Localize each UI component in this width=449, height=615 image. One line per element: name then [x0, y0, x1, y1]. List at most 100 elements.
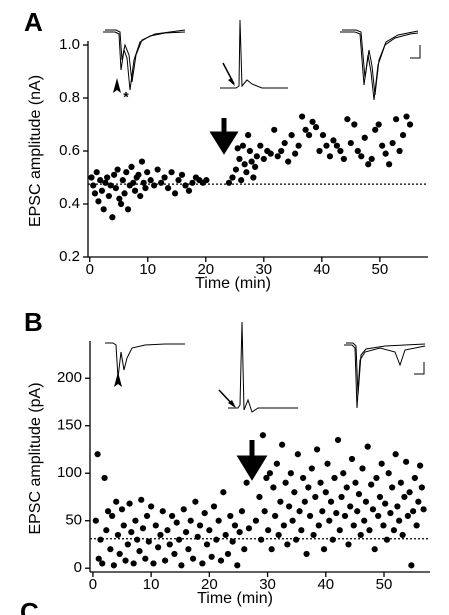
data-point	[135, 171, 142, 178]
data-point	[289, 517, 296, 524]
data-point	[313, 446, 321, 453]
data-point	[260, 155, 267, 163]
data-point	[124, 541, 131, 548]
data-point	[354, 147, 361, 155]
data-point	[175, 536, 183, 543]
data-point	[341, 512, 349, 520]
data-point	[267, 150, 274, 157]
data-point	[302, 126, 309, 133]
data-point	[98, 187, 106, 194]
data-point	[273, 460, 280, 467]
data-point	[284, 541, 291, 548]
data-point	[413, 522, 420, 529]
data-point	[274, 153, 281, 160]
data-point	[251, 163, 259, 170]
data-point	[199, 560, 206, 567]
data-point	[333, 142, 341, 149]
data-point	[142, 555, 149, 562]
data-point	[152, 522, 159, 529]
data-point	[128, 529, 135, 536]
data-point	[301, 498, 308, 505]
panel-label: A	[24, 7, 43, 37]
data-point	[178, 171, 186, 178]
data-point	[224, 550, 232, 558]
data-point	[280, 522, 287, 529]
data-point	[369, 506, 377, 513]
data-point	[131, 187, 139, 194]
data-point	[236, 155, 243, 163]
data-point	[104, 508, 112, 515]
data-point	[201, 510, 208, 517]
data-point	[113, 498, 120, 505]
inset-arrowhead	[228, 400, 236, 408]
data-point	[121, 190, 128, 197]
data-point	[147, 177, 154, 184]
data-point	[182, 529, 190, 536]
inset-arrowhead	[228, 78, 235, 86]
data-point	[399, 531, 406, 539]
data-point	[354, 508, 361, 515]
data-point	[323, 142, 330, 149]
data-point	[331, 474, 338, 482]
data-point	[315, 522, 322, 529]
data-point	[265, 527, 272, 534]
data-point	[292, 150, 299, 157]
data-point	[375, 512, 382, 520]
y-tick-label: 50	[65, 512, 82, 529]
data-point	[232, 166, 240, 173]
data-point	[254, 455, 261, 463]
data-point	[252, 517, 260, 524]
data-point	[408, 562, 415, 569]
data-point	[90, 182, 97, 189]
data-point	[168, 169, 175, 176]
data-point	[138, 158, 146, 165]
data-point	[130, 179, 137, 186]
x-tick-label: 0	[86, 261, 94, 278]
data-point	[144, 169, 151, 176]
data-point	[358, 153, 365, 160]
data-point	[145, 538, 152, 545]
data-point	[330, 137, 337, 144]
data-point	[338, 493, 345, 501]
data-point	[189, 555, 197, 562]
data-point	[234, 562, 241, 569]
data-point	[151, 182, 158, 189]
data-point	[305, 132, 313, 139]
data-point	[418, 484, 425, 491]
data-point	[137, 192, 144, 200]
data-point	[245, 525, 253, 532]
data-point	[334, 436, 342, 444]
data-point	[134, 536, 141, 543]
data-point	[142, 185, 149, 192]
data-point	[389, 139, 396, 147]
data-point	[239, 142, 247, 149]
data-point	[361, 134, 368, 141]
data-point	[100, 206, 107, 213]
data-point	[348, 455, 356, 463]
treatment-arrow	[209, 118, 239, 155]
data-point	[253, 153, 260, 160]
data-point	[229, 174, 236, 181]
y-tick-label: 150	[57, 417, 82, 434]
data-point	[116, 195, 123, 202]
data-point	[220, 489, 227, 496]
data-point	[243, 479, 250, 486]
data-point	[94, 451, 101, 458]
treatment-arrow	[236, 440, 268, 481]
x-tick-label: 10	[143, 576, 160, 593]
data-point	[352, 479, 359, 486]
data-point	[355, 491, 363, 498]
data-point	[110, 562, 117, 569]
data-point	[263, 474, 270, 482]
data-point	[126, 500, 133, 507]
data-point	[387, 510, 394, 517]
data-point	[227, 512, 234, 520]
data-point	[319, 508, 326, 515]
data-point	[257, 142, 264, 149]
data-point	[337, 147, 344, 155]
data-point	[91, 190, 99, 197]
data-point	[364, 443, 371, 450]
data-point	[371, 546, 378, 553]
y-axis-label: EPSC amplitude (nA)	[27, 75, 44, 227]
data-point	[327, 498, 335, 505]
